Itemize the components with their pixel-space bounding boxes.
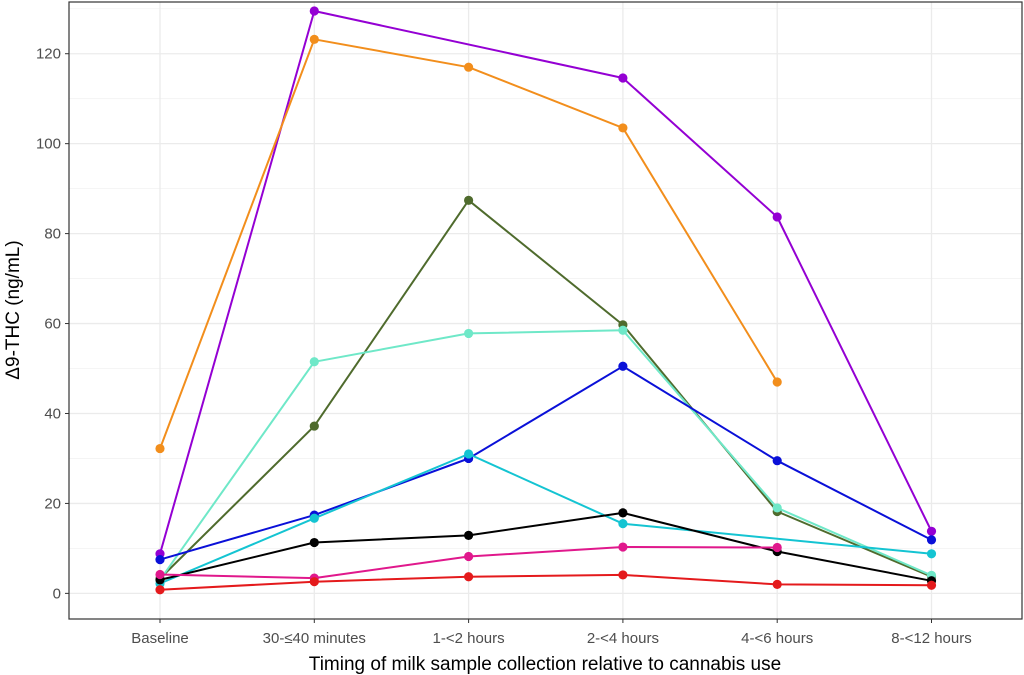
data-point [309, 421, 319, 431]
data-point [155, 569, 165, 580]
series-layer [155, 6, 937, 595]
panel-background [69, 2, 1022, 619]
series-purple [155, 6, 937, 559]
data-point [618, 519, 628, 529]
series-aquamarine [155, 325, 937, 585]
data-point [618, 542, 628, 552]
data-point [772, 542, 782, 553]
y-tick-label: 100 [36, 136, 61, 153]
data-point [464, 530, 474, 540]
x-tick-label: 8-<12 hours [891, 630, 971, 647]
data-point [772, 377, 782, 387]
data-point [772, 212, 782, 222]
data-point [618, 508, 628, 518]
series-orange [155, 34, 782, 454]
data-point [309, 357, 319, 367]
data-point [464, 62, 474, 72]
data-point [618, 325, 628, 335]
y-tick-label: 80 [44, 226, 61, 243]
series-cyan [155, 449, 937, 589]
data-point [155, 585, 165, 595]
data-point [309, 537, 319, 548]
data-point [926, 580, 937, 590]
data-point [155, 555, 165, 565]
data-point [464, 195, 474, 205]
data-point [464, 328, 474, 339]
series-line [159, 329, 932, 581]
data-point [772, 503, 782, 513]
panel-border [68, 1, 1023, 620]
data-point [618, 123, 628, 133]
data-point [309, 513, 319, 523]
data-point [464, 449, 474, 459]
y-tick-label: 120 [36, 46, 61, 63]
series-red [155, 570, 937, 595]
x-axis: Baseline 30-≤40 minutes 1-<2 hours 2-<4 hou… [131, 619, 972, 647]
series-line [159, 573, 932, 591]
x-tick-label: 30-≤40 minutes [263, 630, 366, 647]
data-point [772, 456, 782, 466]
x-tick-label: 4-<6 hours [741, 630, 813, 647]
data-point [309, 34, 319, 44]
data-point [926, 549, 937, 559]
y-tick-label: 0 [53, 585, 61, 602]
data-point [618, 570, 628, 580]
x-tick-label: Baseline [131, 630, 189, 647]
x-tick-label: 2-<4 hours [587, 630, 659, 647]
y-axis: 0 20 40 60 80 100 120 [36, 46, 69, 602]
data-point [464, 572, 474, 582]
data-point [618, 361, 628, 371]
series-line [159, 199, 932, 580]
x-tick-label: 1-<2 hours [433, 630, 505, 647]
series-line [159, 511, 932, 582]
data-point [464, 551, 474, 562]
series-line [159, 365, 932, 561]
y-tick-label: 40 [44, 405, 61, 422]
data-point [155, 443, 165, 454]
y-tick-label: 60 [44, 316, 61, 333]
data-point [926, 535, 937, 545]
y-tick-label: 20 [44, 495, 61, 512]
data-point [309, 6, 319, 16]
data-point [618, 73, 628, 83]
data-point [926, 526, 937, 536]
data-point [772, 579, 782, 589]
data-point [309, 577, 319, 587]
x-axis-title: Timing of milk sample collection relativ… [309, 654, 781, 675]
y-axis-title: Δ9-THC (ng/mL) [3, 240, 24, 379]
